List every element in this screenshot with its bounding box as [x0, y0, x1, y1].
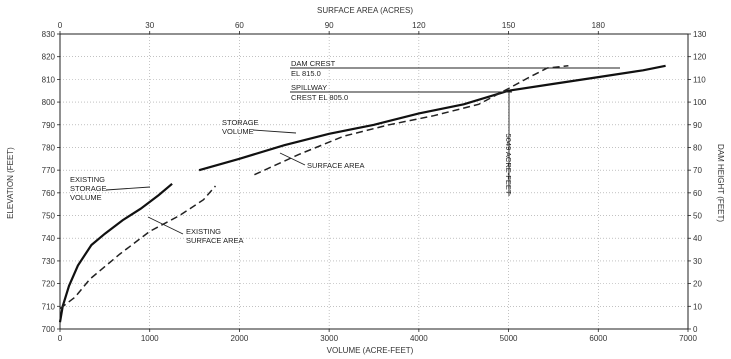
y-tick-label: 720 [42, 280, 56, 289]
y-tick-label: 800 [42, 98, 56, 107]
existing-storage-label-line3: VOLUME [70, 193, 102, 202]
x-axis-title: VOLUME (ACRE-FEET) [327, 346, 414, 355]
series-storage-volume [198, 64, 666, 172]
y-tick-label: 790 [42, 121, 56, 130]
top-tick-label: 60 [235, 21, 244, 30]
x-tick-label: 5000 [500, 334, 518, 343]
right-axis-title: DAM HEIGHT (FEET) [716, 144, 725, 222]
y-tick-label: 710 [42, 302, 56, 311]
right-tick-label: 40 [693, 234, 702, 243]
right-tick-label: 100 [693, 98, 707, 107]
right-tick-label: 70 [693, 166, 702, 175]
existing-surface-label-line1: EXISTING [186, 227, 221, 236]
top-tick-label: 0 [58, 21, 63, 30]
surface-area-label: SURFACE AREA [307, 161, 365, 170]
existing-storage-label-line2: STORAGE [70, 184, 107, 193]
series-existing-storage-volume [58, 182, 173, 323]
series-layer [58, 64, 666, 323]
right-tick-label: 30 [693, 257, 702, 266]
existing-surface-leader [147, 216, 184, 235]
x-tick-label: 7000 [679, 334, 697, 343]
storage-volume-label-line2: VOLUME [222, 127, 254, 136]
right-tick-label: 120 [693, 53, 707, 62]
right-tick-label: 20 [693, 280, 702, 289]
storage-volume-leader [252, 129, 297, 134]
x-tick-label: 0 [58, 334, 63, 343]
top-tick-label: 90 [325, 21, 334, 30]
top-tick-label: 180 [592, 21, 606, 30]
storage-volume-label-line1: STORAGE [222, 118, 259, 127]
top-tick-label: 150 [502, 21, 516, 30]
x-tick-label: 6000 [589, 334, 607, 343]
y-tick-label: 740 [42, 234, 56, 243]
right-tick-label: 50 [693, 212, 702, 221]
existing-storage-label-line1: EXISTING [70, 175, 105, 184]
top-tick-label: 120 [412, 21, 426, 30]
y-tick-label: 810 [42, 75, 56, 84]
surface-area-leader [279, 152, 306, 166]
y-axis-title: ELEVATION (FEET) [6, 147, 15, 219]
x-tick-label: 1000 [141, 334, 159, 343]
series-surface-area [254, 65, 569, 176]
right-tick-label: 60 [693, 189, 702, 198]
right-tick-label: 80 [693, 143, 702, 152]
axis-ticks: 7007107207307407507607707807908008108208… [42, 21, 707, 343]
x-tick-label: 2000 [231, 334, 249, 343]
spillway-elevation: CREST EL 805.0 [291, 93, 348, 102]
y-tick-label: 830 [42, 30, 56, 39]
right-tick-label: 90 [693, 121, 702, 130]
dam-crest-label: DAM CREST [291, 59, 336, 68]
right-tick-label: 10 [693, 302, 702, 311]
y-tick-label: 820 [42, 53, 56, 62]
right-tick-label: 0 [693, 325, 698, 334]
y-tick-label: 730 [42, 257, 56, 266]
y-tick-label: 760 [42, 189, 56, 198]
right-tick-label: 130 [693, 30, 707, 39]
series-existing-surface-area [59, 185, 217, 310]
x-tick-label: 4000 [410, 334, 428, 343]
top-axis-title: SURFACE AREA (ACRES) [317, 6, 413, 15]
right-tick-label: 110 [693, 75, 706, 84]
spillway-volume-label: 5049 ACRE-FEET [504, 134, 513, 195]
y-tick-label: 750 [42, 212, 56, 221]
existing-storage-leader [105, 186, 151, 191]
plot-frame [59, 33, 689, 330]
spillway-label: SPILLWAY [291, 83, 327, 92]
y-tick-label: 770 [42, 166, 56, 175]
y-tick-label: 780 [42, 143, 56, 152]
top-tick-label: 30 [145, 21, 154, 30]
existing-surface-label-line2: SURFACE AREA [186, 236, 244, 245]
dam-crest-elevation: EL 815.0 [291, 69, 321, 78]
x-tick-label: 3000 [320, 334, 338, 343]
y-tick-label: 700 [42, 325, 56, 334]
